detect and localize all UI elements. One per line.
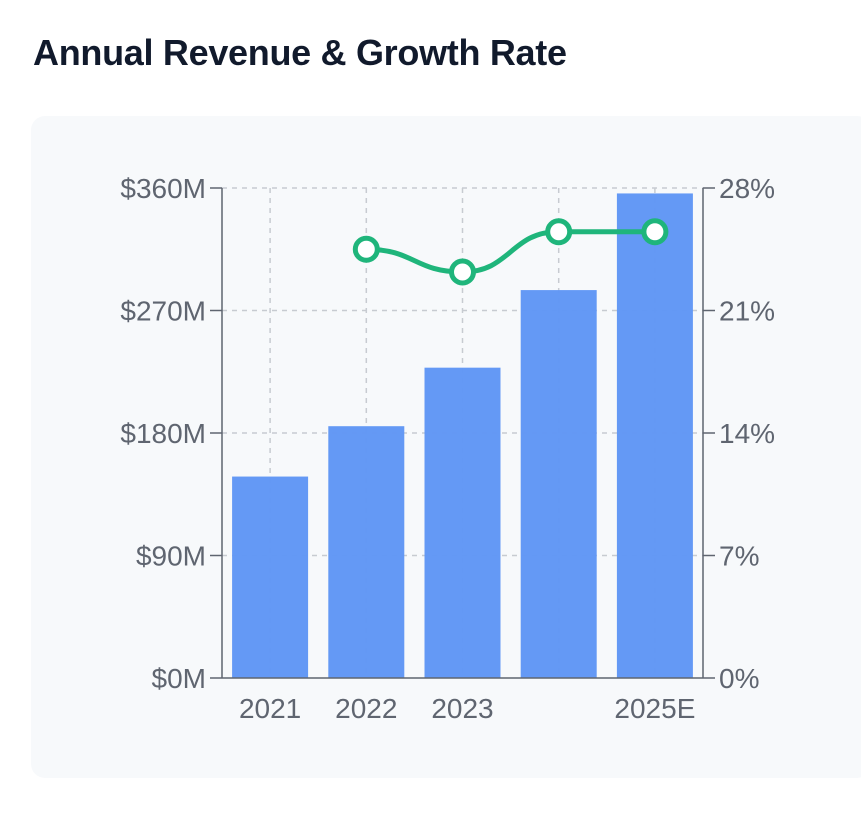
y-right-tick-label-0: 0% [719, 663, 759, 694]
y-left-tick-label-3: $270M [120, 296, 206, 327]
y-left-tick-label-2: $180M [120, 418, 206, 449]
revenue-bar-3 [520, 290, 597, 678]
y-left-tick-label-0: $0M [152, 663, 206, 694]
y-right-tick-label-2: 14% [719, 418, 775, 449]
y-left-tick-label-4: $360M [120, 173, 206, 204]
bars-layer [232, 193, 693, 678]
growth-point-1 [449, 258, 476, 286]
y-left-tick-label-1: $90M [136, 541, 206, 572]
y-right-tick-label-4: 28% [719, 173, 775, 204]
x-tick-label-4: 2025E [614, 693, 695, 724]
growth-point-3 [641, 218, 669, 246]
revenue-bar-4 [616, 193, 693, 678]
y-right-tick-label-3: 21% [719, 296, 775, 327]
axes-layer [210, 187, 715, 679]
revenue-bar-1 [328, 426, 405, 678]
growth-point-0 [352, 235, 380, 263]
y-right-tick-label-1: 7% [719, 541, 759, 572]
x-tick-label-0: 2021 [239, 693, 301, 724]
labels-layer: $0M $90M $180M $270M $360M 0% 7% 14% 21% 28% 2021 2… [120, 173, 775, 724]
line-layer [352, 218, 669, 286]
growth-point-2 [545, 218, 573, 246]
chart-title: Annual Revenue & Growth Rate [33, 32, 567, 73]
revenue-bar-0 [232, 476, 309, 678]
growth-line [363, 229, 658, 275]
x-tick-label-1: 2022 [335, 693, 397, 724]
revenue-bar-2 [424, 367, 501, 678]
x-tick-label-2: 2023 [431, 693, 493, 724]
